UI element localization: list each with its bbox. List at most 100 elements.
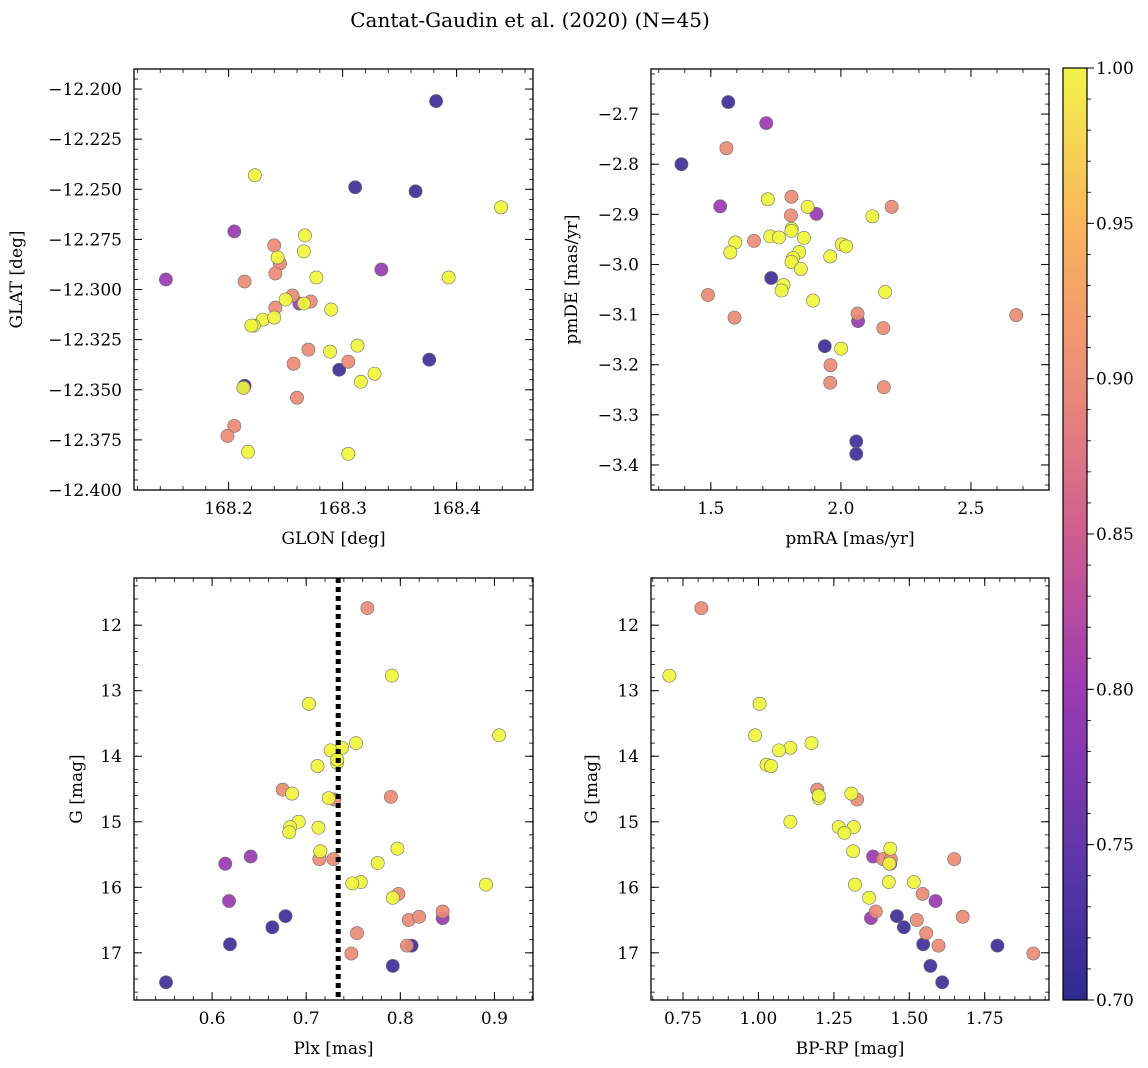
scatter-point bbox=[764, 759, 778, 773]
scatter-point bbox=[348, 180, 363, 195]
x-tick-label: 0.9 bbox=[481, 1009, 508, 1029]
colorbar-tick-label: 1.00 bbox=[1096, 59, 1134, 79]
scatter-point bbox=[793, 262, 808, 276]
scatter-point bbox=[764, 271, 779, 285]
scatter-point bbox=[774, 283, 789, 298]
scatter-point bbox=[935, 975, 950, 990]
scatter-point bbox=[384, 668, 399, 683]
x-axis-label: BP-RP [mag] bbox=[796, 1039, 905, 1059]
scatter-point bbox=[278, 292, 293, 307]
colorbar-tick-label: 0.90 bbox=[1096, 370, 1134, 390]
x-tick-label: 0.6 bbox=[199, 1009, 226, 1029]
scatter-point bbox=[804, 736, 819, 751]
scatter-point bbox=[360, 601, 375, 616]
y-tick-label: −3.3 bbox=[598, 406, 639, 426]
y-tick-label: −12.325 bbox=[48, 331, 122, 351]
scatter-point bbox=[727, 310, 742, 325]
y-tick-label: −3.4 bbox=[598, 456, 639, 476]
scatter-point bbox=[896, 920, 911, 935]
x-axis-label: pmRA [mas/yr] bbox=[785, 529, 914, 549]
x-tick-label: 1.00 bbox=[739, 1009, 777, 1029]
y-axis-label: GLAT [deg] bbox=[7, 230, 27, 328]
scatter-point bbox=[1009, 308, 1024, 322]
scatter-point bbox=[850, 306, 865, 321]
colorbar-tick-label: 0.75 bbox=[1096, 836, 1134, 856]
y-tick-label: 14 bbox=[100, 747, 122, 767]
scatter-point bbox=[324, 302, 339, 317]
scatter-point bbox=[862, 890, 877, 905]
y-tick-label: −3.1 bbox=[598, 306, 639, 326]
y-tick-label: −3.0 bbox=[598, 255, 639, 275]
scatter-point bbox=[241, 445, 255, 459]
scatter-point bbox=[848, 877, 862, 892]
scatter-point bbox=[846, 844, 861, 859]
x-axis-label: GLON [deg] bbox=[281, 529, 385, 549]
scatter-point bbox=[290, 390, 304, 405]
scatter-point bbox=[839, 239, 853, 254]
scatter-point bbox=[227, 418, 242, 433]
x-tick-label: 168.2 bbox=[204, 499, 253, 519]
scatter-point bbox=[817, 339, 832, 354]
x-tick-label: 1.25 bbox=[815, 1009, 853, 1029]
x-tick-label: 168.4 bbox=[432, 499, 481, 519]
scatter-point bbox=[772, 743, 786, 758]
y-tick-label: −12.300 bbox=[48, 281, 122, 301]
y-tick-label: 17 bbox=[100, 944, 122, 964]
panel-glon-glat: 168.2 168.3 168.4 −12.200 −12.225 −12.250 −12.… bbox=[7, 68, 534, 549]
scatter-point bbox=[341, 447, 356, 461]
scatter-point bbox=[784, 189, 799, 204]
panels: 168.2 168.3 168.4 −12.200 −12.225 −12.250 −12.… bbox=[7, 68, 1050, 1059]
y-tick-label: −2.9 bbox=[598, 205, 639, 225]
scatter-point bbox=[783, 740, 798, 755]
scatter-point bbox=[723, 245, 738, 260]
scatter-point bbox=[811, 788, 826, 803]
scatter-point bbox=[412, 909, 427, 924]
scatter-point bbox=[159, 975, 173, 990]
scatter-point bbox=[884, 199, 899, 214]
scatter-point bbox=[494, 200, 508, 215]
scatter-point bbox=[878, 285, 893, 299]
scatter-point bbox=[1026, 946, 1041, 961]
colorbar-tick-label: 0.95 bbox=[1096, 214, 1134, 234]
scatter-point bbox=[350, 338, 365, 353]
scatter-point bbox=[301, 342, 316, 357]
scatter-point bbox=[223, 937, 237, 952]
scatter-point bbox=[713, 199, 728, 214]
scatter-point bbox=[492, 728, 507, 743]
scatter-point bbox=[385, 890, 400, 905]
colorbar-ticks: 0.70 0.75 0.80 0.85 0.90 0.95 1.00 bbox=[1087, 59, 1134, 1011]
y-tick-label: 12 bbox=[100, 616, 122, 636]
scatter-point bbox=[923, 959, 938, 973]
y-tick-label: 15 bbox=[100, 813, 122, 833]
y-tick-label: −12.200 bbox=[48, 80, 122, 100]
scatter-point bbox=[267, 238, 282, 253]
axes-frame bbox=[133, 68, 534, 491]
scatter-point bbox=[244, 318, 259, 333]
y-tick-label: −12.350 bbox=[48, 381, 122, 401]
scatter-point bbox=[321, 791, 336, 806]
y-axis-label: G [mag] bbox=[582, 754, 602, 823]
scatter-point bbox=[220, 428, 235, 443]
y-tick-label: 13 bbox=[617, 682, 639, 702]
x-tick-label: 0.7 bbox=[293, 1009, 320, 1029]
scatter-point bbox=[837, 826, 852, 840]
scatter-point bbox=[844, 786, 859, 801]
colorbar: 0.70 0.75 0.80 0.85 0.90 0.95 1.00 bbox=[1062, 59, 1134, 1011]
scatter-point bbox=[408, 184, 423, 199]
scatter-point bbox=[309, 270, 324, 285]
scatter-point bbox=[237, 274, 252, 289]
scatter-point bbox=[236, 380, 251, 395]
scatter-point bbox=[772, 230, 786, 245]
scatter-point bbox=[296, 296, 311, 311]
axes-frame bbox=[650, 68, 1050, 491]
scatter-point bbox=[784, 208, 798, 223]
scatter-point bbox=[400, 938, 414, 953]
y-tick-label: 12 bbox=[617, 616, 639, 636]
scatter-point bbox=[344, 946, 359, 961]
colorbar-tick-label: 0.85 bbox=[1096, 525, 1134, 545]
scatter-point bbox=[990, 938, 1005, 953]
panel-pmra-pmde: 1.5 2.0 2.5 −2.7 −2.8 −2.9 −3.0 −3.1 −3.2 −3.3 −3.… bbox=[562, 68, 1050, 549]
y-tick-label: 16 bbox=[617, 878, 639, 898]
y-tick-label: −2.8 bbox=[598, 155, 639, 175]
scatter-point bbox=[883, 841, 898, 856]
